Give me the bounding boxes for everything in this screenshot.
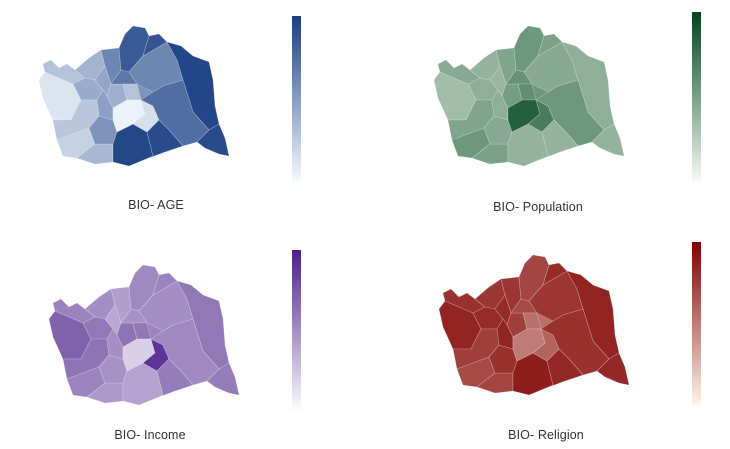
district-region xyxy=(166,41,220,131)
map-caption-income: BIO- Income xyxy=(114,428,186,442)
district-region xyxy=(206,362,240,396)
district-region xyxy=(591,123,625,157)
color-scale-bar-religion xyxy=(692,242,701,406)
color-scale-bar-population xyxy=(692,12,701,182)
district-region xyxy=(540,308,610,376)
choropleth-map-religion xyxy=(438,254,630,396)
district-region xyxy=(150,318,220,386)
choropleth-map-population xyxy=(433,25,625,167)
map-caption-religion: BIO- Religion xyxy=(508,428,584,442)
color-scale-bar-age xyxy=(292,16,301,182)
district-region xyxy=(535,79,605,147)
district-region xyxy=(196,123,230,157)
district-region xyxy=(561,41,615,131)
district-region xyxy=(546,348,584,388)
district-region xyxy=(596,352,630,386)
district-region xyxy=(140,79,210,147)
district-region xyxy=(156,358,194,398)
map-caption-age: BIO- AGE xyxy=(128,198,184,212)
district-region xyxy=(566,270,620,360)
color-scale-bar-income xyxy=(292,250,301,410)
district-region xyxy=(146,119,184,159)
district-region xyxy=(176,280,230,370)
choropleth-map-age xyxy=(38,25,230,167)
choropleth-map-income xyxy=(48,264,240,406)
district-region xyxy=(541,119,579,159)
map-caption-population: BIO- Population xyxy=(493,200,583,214)
